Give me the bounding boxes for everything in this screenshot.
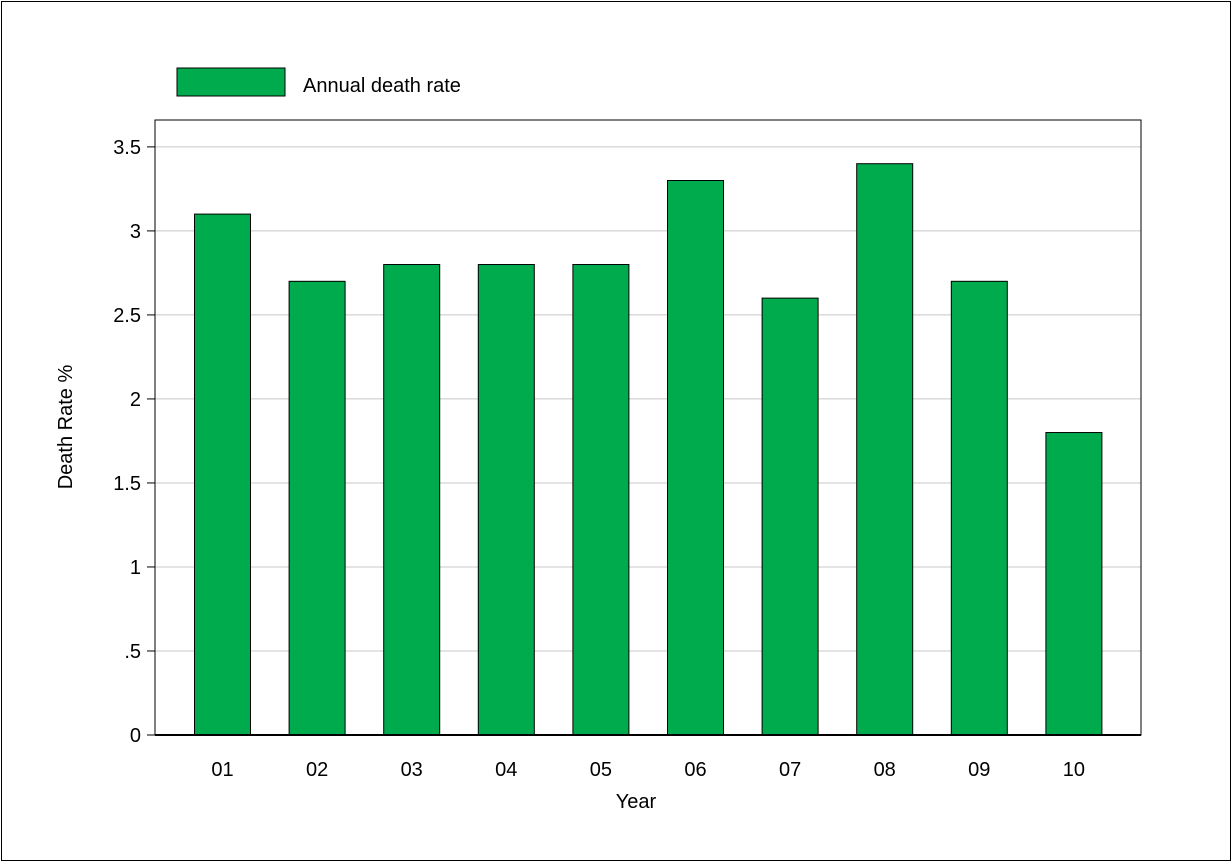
bar-07 bbox=[761, 297, 819, 736]
bars bbox=[194, 163, 1103, 736]
y-tick-label: 1.5 bbox=[113, 473, 141, 495]
x-tick-label: 09 bbox=[968, 759, 990, 781]
bar-04 bbox=[477, 264, 535, 736]
x-axis-label: Year bbox=[616, 791, 657, 813]
x-tick-label: 05 bbox=[590, 759, 612, 781]
legend: Annual death rate bbox=[176, 67, 461, 97]
legend-swatch bbox=[176, 67, 286, 97]
bar-06 bbox=[667, 179, 724, 736]
legend-label: Annual death rate bbox=[303, 75, 461, 97]
x-tick-label: 08 bbox=[874, 759, 896, 781]
y-tick-label: 3 bbox=[130, 221, 141, 243]
y-axis-ticks: 0 .5 1 1.5 2 2.5 3 3.5 bbox=[113, 137, 155, 747]
bar-10 bbox=[1045, 432, 1103, 736]
y-tick-label: 0 bbox=[130, 725, 141, 747]
x-tick-label: 06 bbox=[684, 759, 706, 781]
y-tick-label: 3.5 bbox=[113, 137, 141, 159]
x-tick-label: 01 bbox=[211, 759, 233, 781]
bar-09 bbox=[950, 280, 1008, 736]
bar-01 bbox=[194, 213, 251, 736]
x-tick-label: 10 bbox=[1063, 759, 1085, 781]
x-tick-label: 04 bbox=[495, 759, 517, 781]
y-tick-label: 2 bbox=[130, 389, 141, 411]
y-tick-label: 1 bbox=[130, 557, 141, 579]
bar-02 bbox=[288, 280, 346, 736]
y-axis-label: Death Rate % bbox=[55, 365, 77, 490]
x-tick-label: 07 bbox=[779, 759, 801, 781]
x-tick-label: 03 bbox=[401, 759, 423, 781]
x-axis-ticks: 01 02 03 04 05 06 07 08 09 10 bbox=[211, 759, 1085, 781]
x-tick-label: 02 bbox=[306, 759, 328, 781]
bar-08 bbox=[856, 163, 914, 736]
y-tick-label: 2.5 bbox=[113, 305, 141, 327]
bar-05 bbox=[572, 264, 630, 736]
y-tick-label: .5 bbox=[124, 641, 141, 663]
bar-03 bbox=[383, 264, 441, 736]
